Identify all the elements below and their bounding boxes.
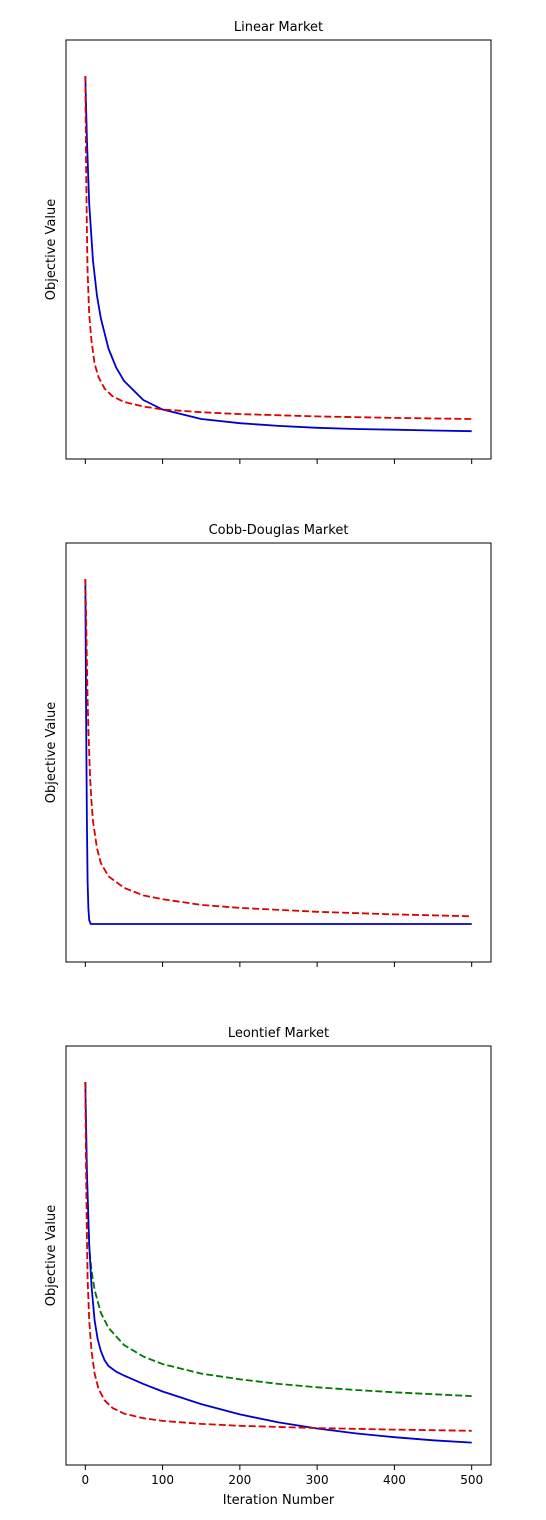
plot-frame [65,39,492,460]
chart-panel-2: Cobb-Douglas Market Objective Value [44,523,492,967]
chart-panel-1: Linear Market Objective Value [44,20,492,464]
y-axis-label: Objective Value [44,1205,59,1306]
x-tick-label: 500 [460,1473,483,1487]
series-line-2 [84,76,472,420]
chart-panel-3: Leontief Market Objective Value 0 100 200 300… [44,1026,492,1508]
x-tick-label: 200 [228,1473,251,1487]
x-axis-label: Iteration Number [223,1493,335,1508]
series-line-2 [84,1082,472,1444]
chart-title: Leontief Market [228,1026,329,1041]
x-tick-label: 100 [151,1473,174,1487]
series-line-1 [84,1082,472,1397]
series-line-2 [84,579,472,918]
y-axis-label: Objective Value [44,199,59,300]
series-line-1 [84,76,472,433]
y-axis-label: Objective Value [44,702,59,803]
plot-frame [65,1045,492,1466]
chart-title: Linear Market [234,20,323,35]
x-tick-label: 300 [306,1473,329,1487]
chart-title: Cobb-Douglas Market [209,523,349,538]
x-tick-label: 400 [383,1473,406,1487]
x-tick-label: 0 [81,1473,89,1487]
series-line-3 [84,1082,472,1432]
series-line-1 [84,579,472,925]
plot-frame [65,542,492,963]
